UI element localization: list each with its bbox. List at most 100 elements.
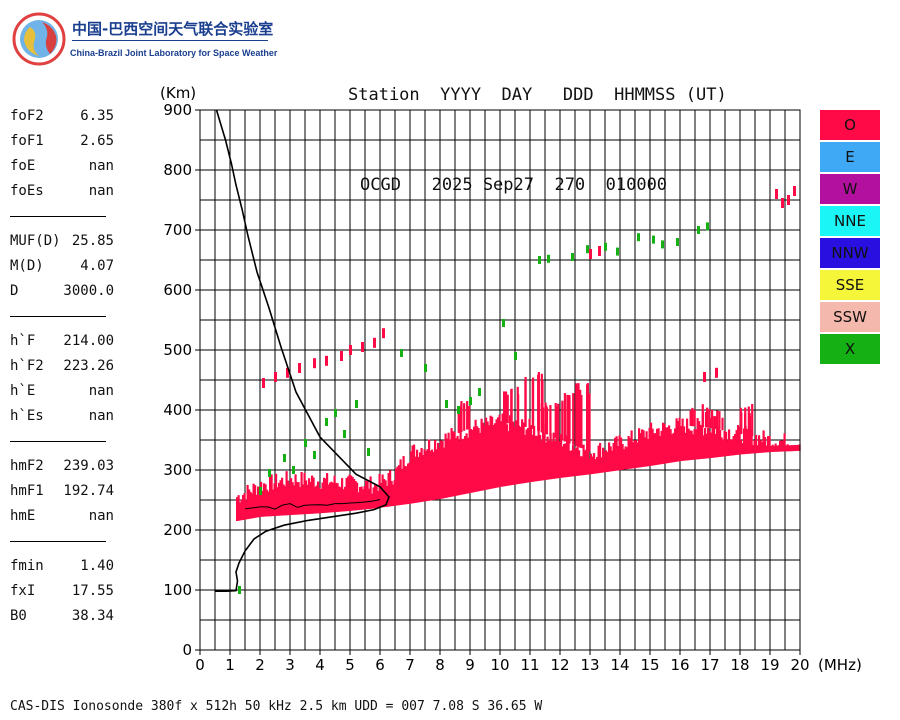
o-trace-cell <box>519 426 522 484</box>
o-trace-cell <box>516 420 519 485</box>
o-trace-cell <box>320 488 323 514</box>
o-trace-cell <box>762 430 765 453</box>
o-trace-cell <box>659 435 662 465</box>
x-tick-label: 12 <box>550 656 569 674</box>
param-row: hmF2 239.03 <box>10 458 114 483</box>
o-echo-point <box>262 378 265 388</box>
o-trace-cell <box>308 478 311 514</box>
o-trace-cell <box>353 478 356 511</box>
lab-logo: 中国-巴西空间天气联合实验室 China-Brazil Joint Labora… <box>12 12 277 68</box>
o-trace-cell <box>518 425 521 484</box>
x-echo-point <box>355 400 358 408</box>
x-echo-point <box>259 487 262 495</box>
x-echo-point <box>676 238 679 246</box>
o-trace-cell <box>506 424 509 486</box>
o-trace-cell <box>746 428 749 454</box>
o-trace-cell <box>558 441 561 479</box>
o-trace-cell <box>368 488 371 509</box>
param-row: h`F2 223.26 <box>10 358 114 383</box>
o-trace-cell <box>657 428 660 465</box>
o-trace-cell <box>264 484 267 517</box>
o-trace-cell <box>297 482 300 515</box>
o-trace-cell <box>765 445 768 453</box>
o-trace-cell <box>567 441 570 477</box>
o-trace-spike <box>693 409 696 427</box>
y-tick-label: 300 <box>163 461 192 479</box>
x-echo-point <box>445 400 448 408</box>
x-echo-point <box>400 349 403 357</box>
o-trace-cell <box>612 442 615 472</box>
param-value: nan <box>88 183 114 199</box>
o-trace-cell <box>704 428 707 459</box>
o-trace-cell <box>483 425 486 491</box>
o-trace-spike <box>542 407 545 433</box>
o-trace-cell <box>557 437 560 479</box>
param-value: 223.26 <box>63 358 114 374</box>
o-trace-cell <box>579 456 582 476</box>
o-trace-cell <box>618 435 621 471</box>
o-trace-cell <box>716 427 719 458</box>
o-trace-spike <box>701 404 704 428</box>
electron-density-profile <box>215 109 390 593</box>
o-echo-point <box>274 372 277 382</box>
o-trace-cell <box>480 418 483 491</box>
o-trace-cell <box>305 480 308 515</box>
o-trace-cell <box>753 440 756 454</box>
x-tick-label: 10 <box>490 656 509 674</box>
o-trace-spike <box>691 407 694 427</box>
x-echo-point <box>706 222 709 231</box>
x-echo-point <box>661 240 664 249</box>
o-trace-cell <box>261 490 264 517</box>
o-trace-cell <box>486 421 489 490</box>
x-echo-point <box>502 319 505 327</box>
o-trace-cell <box>375 485 378 509</box>
o-trace-cell <box>311 475 314 514</box>
o-echo-point <box>793 186 796 196</box>
o-trace-cell <box>780 440 783 452</box>
x-echo-point <box>268 469 271 477</box>
o-trace-cell <box>512 421 515 485</box>
o-trace-cell <box>564 443 567 478</box>
o-trace-cell <box>590 453 593 475</box>
x-echo-point <box>334 409 337 417</box>
o-echo-point <box>313 358 316 369</box>
o-trace-cell <box>729 439 732 456</box>
o-trace-cell <box>597 445 600 474</box>
o-trace-spike <box>572 393 575 445</box>
o-trace-spike <box>563 393 567 442</box>
param-value: 4.07 <box>80 258 114 274</box>
o-trace-spike <box>549 405 552 436</box>
o-trace-cell <box>668 425 671 463</box>
o-trace-spike <box>460 408 463 432</box>
x-echo-point <box>616 247 619 256</box>
o-trace-spike <box>689 410 692 426</box>
o-trace-cell <box>693 429 696 460</box>
y-tick-label: 500 <box>163 341 192 359</box>
param-key: hmE <box>10 508 36 524</box>
o-trace-cell <box>683 426 686 461</box>
o-trace-spike <box>580 394 583 449</box>
o-trace-cell <box>245 500 248 520</box>
o-trace-spike <box>554 402 557 438</box>
param-row: foF1 2.65 <box>10 133 114 158</box>
x-echo-point <box>325 418 328 426</box>
o-trace-cell <box>270 474 273 517</box>
param-row: foF2 6.35 <box>10 108 114 133</box>
o-trace-cell <box>629 437 632 469</box>
o-trace-cell <box>444 433 447 498</box>
o-trace-cell <box>689 430 692 461</box>
o-trace-cell <box>453 432 456 497</box>
o-trace-cell <box>623 449 626 470</box>
o-trace-cell <box>260 481 263 517</box>
o-trace-spike <box>577 383 580 447</box>
o-trace-cell <box>236 497 239 521</box>
o-trace-spike <box>710 409 714 429</box>
o-trace-cell <box>759 440 762 453</box>
o-trace-cell <box>266 489 269 517</box>
o-trace-cell <box>293 485 296 515</box>
o-trace-cell <box>417 457 420 503</box>
o-trace-cell <box>663 423 666 464</box>
o-trace-cell <box>377 490 380 508</box>
o-trace-cell <box>282 484 285 516</box>
o-trace-cell <box>785 445 788 452</box>
